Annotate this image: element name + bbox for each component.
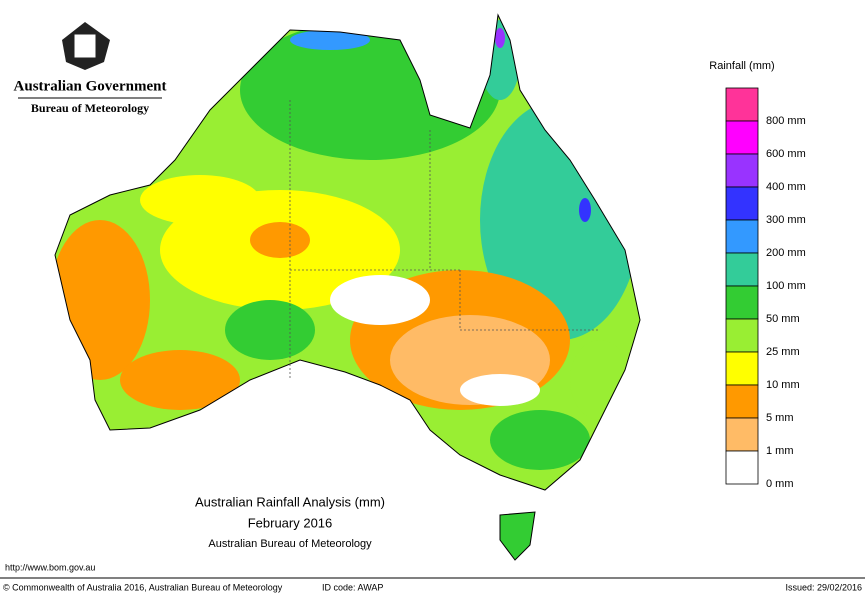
legend-label: 25 mm bbox=[766, 346, 800, 358]
legend-swatch bbox=[725, 153, 759, 188]
legend-swatch bbox=[725, 219, 759, 254]
legend-swatch bbox=[725, 186, 759, 221]
crest bbox=[62, 22, 110, 70]
footer-issued: Issued: 29/02/2016 bbox=[785, 582, 862, 592]
tasmania bbox=[499, 511, 536, 561]
legend-label: 400 mm bbox=[766, 181, 806, 193]
legend-swatch bbox=[725, 384, 759, 419]
legend-label: 10 mm bbox=[766, 379, 800, 391]
legend-swatch bbox=[725, 120, 759, 155]
legend-label: 200 mm bbox=[766, 247, 806, 259]
legend-label: 0 mm bbox=[766, 478, 794, 490]
legend-swatch bbox=[725, 417, 759, 452]
legend-label: 300 mm bbox=[766, 214, 806, 226]
legend-swatch bbox=[725, 318, 759, 353]
legend-label: 800 mm bbox=[766, 115, 806, 127]
legend-label: 1 mm bbox=[766, 445, 794, 457]
footer-url: http://www.bom.gov.au bbox=[5, 562, 95, 572]
state-borders bbox=[289, 100, 600, 380]
caption-date: February 2016 bbox=[248, 515, 333, 530]
legend-swatch bbox=[725, 285, 759, 320]
header-subtitle: Bureau of Meteorology bbox=[31, 101, 149, 115]
legend-label: 50 mm bbox=[766, 313, 800, 325]
footer-id: ID code: AWAP bbox=[322, 582, 383, 592]
coastline bbox=[54, 13, 641, 491]
legend-swatch bbox=[725, 450, 759, 485]
footer-copyright: © Commonwealth of Australia 2016, Austra… bbox=[3, 582, 283, 592]
caption-title: Australian Rainfall Analysis (mm) bbox=[195, 494, 385, 509]
legend-swatch bbox=[725, 252, 759, 287]
caption-source: Australian Bureau of Meteorology bbox=[208, 538, 372, 550]
legend-swatch bbox=[725, 87, 759, 122]
legend-label: 100 mm bbox=[766, 280, 806, 292]
legend-label: 5 mm bbox=[766, 412, 794, 424]
legend-swatch bbox=[725, 351, 759, 386]
legend-title: Rainfall (mm) bbox=[709, 60, 774, 72]
legend: 800 mm 600 mm 400 mm 300 mm 200 mm 100 mm 50 m… bbox=[725, 87, 806, 490]
header-title: Australian Government bbox=[14, 78, 167, 94]
legend-label: 600 mm bbox=[766, 148, 806, 160]
